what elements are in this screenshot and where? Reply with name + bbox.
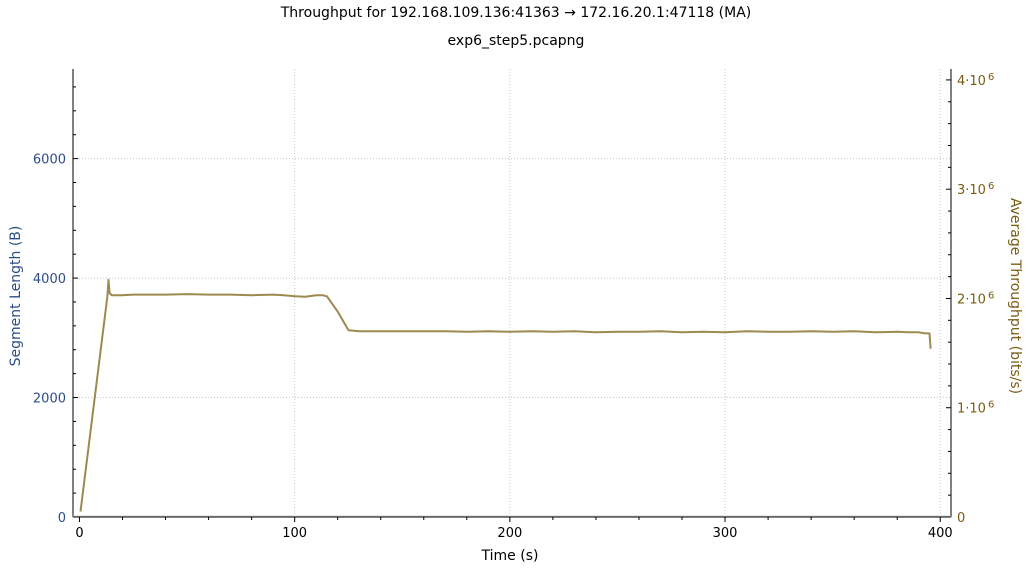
x-tick-label: 200 — [497, 526, 522, 541]
right-tick-label: 0 — [957, 511, 965, 526]
right-tick-label: 2·10 6 — [957, 290, 994, 307]
left-y-axis-title: Segment Length (B) — [8, 226, 24, 367]
right-tick-exponent: 6 — [988, 181, 994, 192]
right-tick-exponent: 6 — [988, 72, 994, 83]
x-tick-label: 0 — [75, 526, 83, 541]
grid-lines — [73, 69, 951, 517]
chart-title: Throughput for 192.168.109.136:41363 → 1… — [280, 5, 751, 21]
right-tick-exponent: 6 — [988, 290, 994, 301]
chart-subtitle: exp6_step5.pcapng — [448, 33, 585, 49]
left-tick-label: 6000 — [33, 153, 66, 168]
left-tick-label: 2000 — [33, 392, 66, 407]
series-line — [79, 278, 932, 512]
right-tick-label: 1·10 6 — [957, 400, 994, 417]
right-tick-label: 3·10 6 — [957, 181, 994, 198]
x-tick-label: 400 — [928, 526, 953, 541]
left-tick-label: 4000 — [33, 272, 66, 287]
x-axis-title: Time (s) — [481, 548, 539, 564]
right-tick-label: 4·10 6 — [957, 72, 994, 89]
x-tick-label: 300 — [713, 526, 738, 541]
right-tick-exponent: 6 — [988, 400, 994, 411]
axes — [72, 69, 952, 522]
x-tick-label: 100 — [282, 526, 307, 541]
right-y-axis-title: Average Throughput (bits/s) — [1007, 198, 1023, 394]
left-tick-label: 0 — [58, 511, 66, 526]
series-layer — [79, 278, 932, 512]
